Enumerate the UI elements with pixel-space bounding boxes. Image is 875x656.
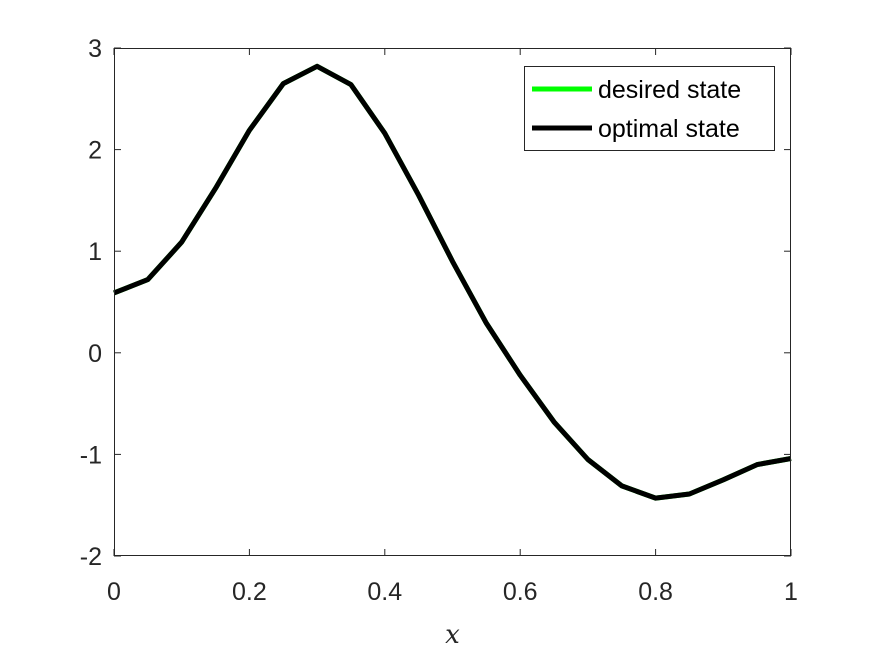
y-tick-label-1: -1 <box>80 441 102 469</box>
ticks-layer: 0 0.2 0.4 0.6 0.8 1 -2 -1 0 1 2 3 <box>80 35 798 606</box>
x-tick-label-4: 0.8 <box>638 578 673 606</box>
x-axis-label: x <box>445 620 460 650</box>
x-tick-label-5: 1 <box>784 578 798 606</box>
series-line-optimal-state <box>113 63 792 501</box>
y-tick-label-4: 2 <box>88 137 102 165</box>
legend-label-optimal-state: optimal state <box>598 115 740 143</box>
x-tick-label-3: 0.6 <box>503 578 538 606</box>
y-tick-label-5: 3 <box>88 35 102 63</box>
x-tick-label-1: 0.2 <box>232 578 267 606</box>
x-tick-label-2: 0.4 <box>367 578 402 606</box>
legend: desired state optimal state <box>524 66 775 151</box>
y-tick-label-3: 1 <box>88 238 102 266</box>
x-tick-label-0: 0 <box>107 578 121 606</box>
y-tick-label-2: 0 <box>88 340 102 368</box>
y-tick-label-0: -2 <box>80 543 102 571</box>
legend-label-desired-state: desired state <box>598 76 741 104</box>
series-layer <box>113 63 792 501</box>
plot-frame <box>114 48 791 556</box>
legend-box <box>524 66 775 151</box>
